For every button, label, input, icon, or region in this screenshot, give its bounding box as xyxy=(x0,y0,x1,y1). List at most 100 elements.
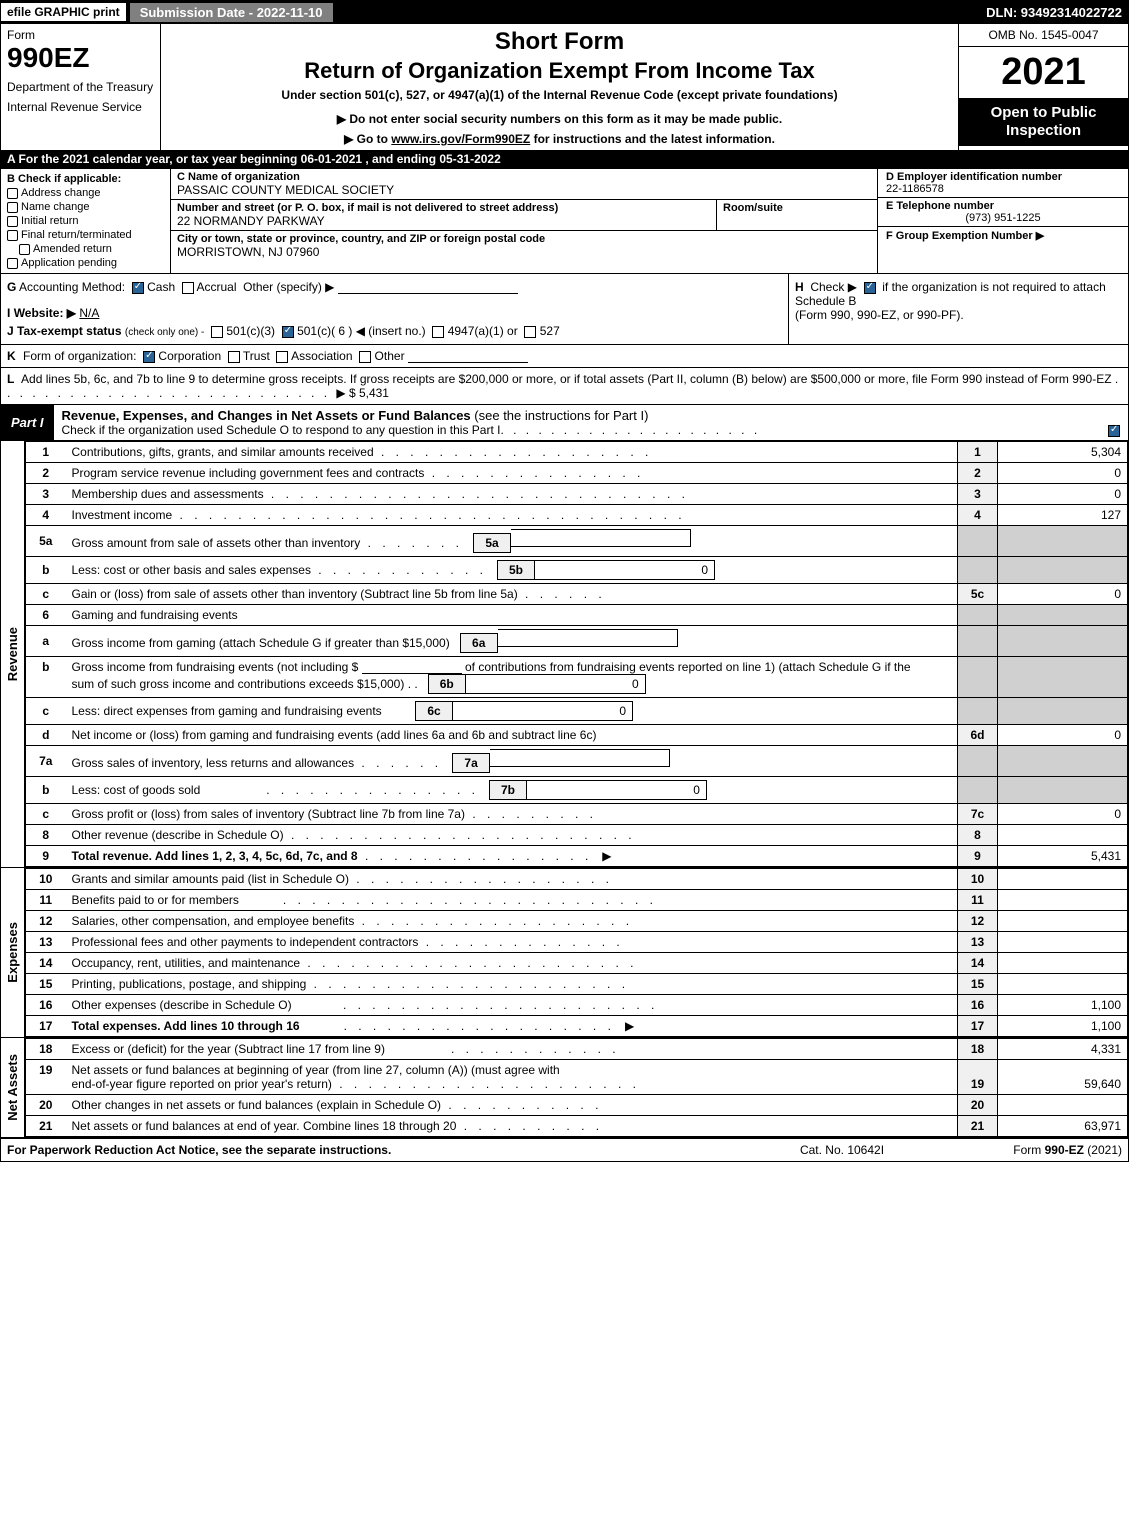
line-16: 16Other expenses (describe in Schedule O… xyxy=(26,995,1128,1016)
val-6c: 0 xyxy=(453,701,633,721)
form-container: efile GRAPHIC print Submission Date - 20… xyxy=(0,0,1129,1162)
row-l: L Add lines 5b, 6c, and 7b to line 9 to … xyxy=(1,367,1128,404)
part-i-tab: Part I xyxy=(1,412,54,433)
row-j: J Tax-exempt status (check only one) - 5… xyxy=(7,324,782,338)
street-label: Number and street (or P. O. box, if mail… xyxy=(177,202,710,214)
val-7a xyxy=(490,749,670,767)
tax-year: 2021 xyxy=(959,47,1128,98)
header-center: Short Form Return of Organization Exempt… xyxy=(161,24,958,150)
line-2-amount: 0 xyxy=(998,463,1128,484)
checkbox-icon xyxy=(7,258,18,269)
header-left: Form 990EZ Department of the Treasury In… xyxy=(1,24,161,150)
opt-final-return[interactable]: Final return/terminated xyxy=(7,229,164,241)
sub3-prefix: ▶ Go to xyxy=(344,132,391,146)
box-6b: 6b xyxy=(428,674,466,694)
box-7a: 7a xyxy=(452,753,490,773)
city-cell: City or town, state or province, country… xyxy=(171,231,877,261)
sub3-suffix: for instructions and the latest informat… xyxy=(530,132,775,146)
opt-name-change[interactable]: Name change xyxy=(7,201,164,213)
opt-application-pending[interactable]: Application pending xyxy=(7,257,164,269)
line-15: 15Printing, publications, postage, and s… xyxy=(26,974,1128,995)
schedule-b-checkbox[interactable] xyxy=(864,282,876,294)
part-i-header: Part I Revenue, Expenses, and Changes in… xyxy=(1,404,1128,440)
527-checkbox[interactable] xyxy=(524,326,536,338)
schedule-o-checkbox[interactable] xyxy=(1108,425,1120,437)
cash-checkbox[interactable] xyxy=(132,282,144,294)
subtitle-2: ▶ Do not enter social security numbers o… xyxy=(169,112,950,126)
opt-address-change[interactable]: Address change xyxy=(7,187,164,199)
accrual-checkbox[interactable] xyxy=(182,282,194,294)
checkbox-icon xyxy=(19,244,30,255)
assoc-checkbox[interactable] xyxy=(276,351,288,363)
form-label: Form xyxy=(7,28,154,42)
other-org-checkbox[interactable] xyxy=(359,351,371,363)
accounting-label: Accounting Method: xyxy=(19,280,125,294)
header-right: OMB No. 1545-0047 2021 Open to Public In… xyxy=(958,24,1128,150)
letter-i: I xyxy=(7,306,10,320)
opt-amended-return[interactable]: Amended return xyxy=(7,243,164,255)
form-header: Form 990EZ Department of the Treasury In… xyxy=(1,23,1128,150)
group-cell: F Group Exemption Number ▶ xyxy=(878,227,1128,244)
form-number: 990EZ xyxy=(7,42,154,74)
room-cell: Room/suite xyxy=(717,200,877,230)
city-label: City or town, state or province, country… xyxy=(177,233,871,245)
501c3-checkbox[interactable] xyxy=(211,326,223,338)
box-6a: 6a xyxy=(460,633,498,653)
netassets-table: 18Excess or (deficit) for the year (Subt… xyxy=(25,1038,1128,1137)
netassets-side-label: Net Assets xyxy=(1,1038,25,1137)
line-5c: c Gain or (loss) from sale of assets oth… xyxy=(26,584,1128,605)
line-9: 9 Total revenue. Add lines 1, 2, 3, 4, 5… xyxy=(26,846,1128,867)
corp-checkbox[interactable] xyxy=(143,351,155,363)
city-value: MORRISTOWN, NJ 07960 xyxy=(177,245,871,259)
form-ref: Form 990-EZ (2021) xyxy=(942,1143,1122,1157)
line-5b: b Less: cost or other basis and sales ex… xyxy=(26,557,1128,584)
other-org-line xyxy=(408,349,528,363)
part-i-title: Revenue, Expenses, and Changes in Net As… xyxy=(62,408,471,423)
catalog-number: Cat. No. 10642I xyxy=(742,1143,942,1157)
bcd-block: B Check if applicable: Address change Na… xyxy=(1,168,1128,273)
val-7b: 0 xyxy=(527,780,707,800)
ein-cell: D Employer identification number 22-1186… xyxy=(878,169,1128,198)
line-5c-amount: 0 xyxy=(998,584,1128,605)
checkbox-icon xyxy=(7,202,18,213)
line-21: 21Net assets or fund balances at end of … xyxy=(26,1116,1128,1137)
line-5a: 5a Gross amount from sale of assets othe… xyxy=(26,526,1128,557)
line-10-amount xyxy=(998,869,1128,890)
irs-link[interactable]: www.irs.gov/Form990EZ xyxy=(391,132,530,146)
501c-checkbox[interactable] xyxy=(282,326,294,338)
line-7a: 7a Gross sales of inventory, less return… xyxy=(26,746,1128,777)
room-label: Room/suite xyxy=(723,202,871,214)
line-6d: d Net income or (loss) from gaming and f… xyxy=(26,725,1128,746)
dots: . . . . . . . . . . . . . . . . . . . . … xyxy=(500,423,1100,437)
line-6b: b Gross income from fundraising events (… xyxy=(26,657,1128,698)
line-18: 18Excess or (deficit) for the year (Subt… xyxy=(26,1039,1128,1060)
val-6a xyxy=(498,629,678,647)
check-only-one: (check only one) - xyxy=(125,327,204,338)
website-value: N/A xyxy=(79,306,99,320)
line-14: 14Occupancy, rent, utilities, and mainte… xyxy=(26,953,1128,974)
4947-checkbox[interactable] xyxy=(432,326,444,338)
line-1-amount: 5,304 xyxy=(998,442,1128,463)
part-i-sub: Check if the organization used Schedule … xyxy=(62,423,1120,437)
address-row: Number and street (or P. O. box, if mail… xyxy=(171,200,877,231)
h-text3: (Form 990, 990-EZ, or 990-PF). xyxy=(795,308,964,322)
line-6c: c Less: direct expenses from gaming and … xyxy=(26,698,1128,725)
opt-initial-return[interactable]: Initial return xyxy=(7,215,164,227)
trust-checkbox[interactable] xyxy=(228,351,240,363)
short-form-title: Short Form xyxy=(169,28,950,56)
row-i: I Website: ▶ N/A xyxy=(7,306,782,320)
subtitle-3: ▶ Go to www.irs.gov/Form990EZ for instru… xyxy=(169,132,950,146)
box-5a: 5a xyxy=(473,533,511,553)
page-footer: For Paperwork Reduction Act Notice, see … xyxy=(1,1137,1128,1161)
accrual-label: Accrual xyxy=(196,280,236,294)
revenue-section: Revenue 1 Contributions, gifts, grants, … xyxy=(1,440,1128,867)
tax-exempt-label: Tax-exempt status xyxy=(17,324,121,338)
org-name-cell: C Name of organization PASSAIC COUNTY ME… xyxy=(171,169,877,200)
part-i-suffix: (see the instructions for Part I) xyxy=(474,408,648,423)
line-12-amount xyxy=(998,911,1128,932)
row-k: K Form of organization: Corporation Trus… xyxy=(1,344,1128,367)
row-l-text: Add lines 5b, 6c, and 7b to line 9 to de… xyxy=(21,372,1112,386)
efile-button[interactable]: efile GRAPHIC print xyxy=(1,3,126,21)
net-assets-section: Net Assets 18Excess or (deficit) for the… xyxy=(1,1037,1128,1137)
expenses-table: 10Grants and similar amounts paid (list … xyxy=(25,868,1128,1037)
